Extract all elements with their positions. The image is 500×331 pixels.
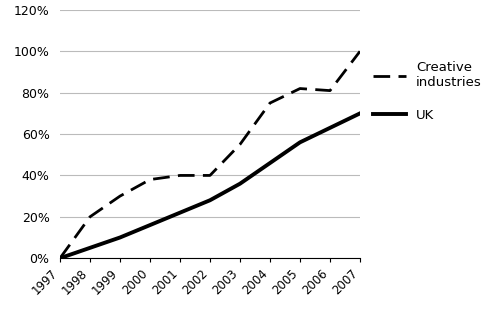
Creative
industries — [327, 89, 333, 93]
Creative
industries — [87, 215, 93, 219]
UK — [177, 211, 183, 215]
Creative
industries — [147, 177, 153, 181]
UK — [327, 126, 333, 130]
Creative
industries — [117, 194, 123, 198]
Creative
industries — [177, 173, 183, 177]
Creative
industries — [357, 49, 363, 53]
UK — [117, 236, 123, 240]
Line: Creative
industries: Creative industries — [60, 51, 360, 258]
UK — [297, 140, 303, 144]
Legend: Creative
industries, UK: Creative industries, UK — [372, 61, 482, 122]
UK — [57, 256, 63, 260]
Creative
industries — [267, 101, 273, 105]
Creative
industries — [237, 142, 243, 146]
UK — [267, 161, 273, 165]
Creative
industries — [207, 173, 213, 177]
Line: UK: UK — [60, 113, 360, 258]
UK — [207, 198, 213, 202]
UK — [147, 223, 153, 227]
UK — [357, 111, 363, 116]
UK — [237, 182, 243, 186]
UK — [87, 246, 93, 250]
Creative
industries — [297, 87, 303, 91]
Creative
industries — [57, 256, 63, 260]
